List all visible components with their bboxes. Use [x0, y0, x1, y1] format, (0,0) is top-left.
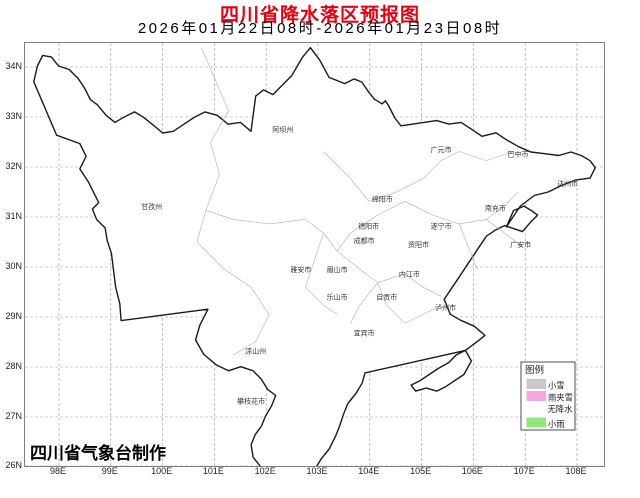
svg-text:无降水: 无降水 — [548, 404, 574, 414]
svg-text:绵阳市: 绵阳市 — [372, 195, 393, 204]
svg-text:成都市: 成都市 — [354, 236, 375, 245]
svg-text:巴中市: 巴中市 — [508, 149, 529, 158]
svg-text:宜宾市: 宜宾市 — [354, 329, 375, 338]
svg-text:眉山市: 眉山市 — [327, 265, 348, 274]
svg-text:泸州市: 泸州市 — [435, 303, 456, 312]
svg-text:甘孜州: 甘孜州 — [141, 202, 162, 211]
svg-text:凉山州: 凉山州 — [245, 347, 266, 356]
svg-text:内江市: 内江市 — [399, 270, 420, 279]
svg-text:雅安市: 雅安市 — [290, 265, 311, 274]
svg-text:自贡市: 自贡市 — [376, 292, 397, 301]
svg-text:小雪: 小雪 — [548, 381, 565, 391]
svg-text:广元市: 广元市 — [431, 145, 452, 154]
svg-text:资阳市: 资阳市 — [408, 240, 429, 249]
svg-text:阿坝州: 阿坝州 — [272, 125, 293, 134]
svg-text:乐山市: 乐山市 — [327, 292, 348, 301]
svg-text:德阳市: 德阳市 — [358, 222, 379, 231]
svg-text:遂宁市: 遂宁市 — [431, 222, 452, 231]
svg-text:雨夹雪: 雨夹雪 — [548, 393, 573, 403]
svg-text:小雨: 小雨 — [548, 419, 565, 429]
svg-text:图例: 图例 — [525, 364, 544, 376]
svg-text:达州市: 达州市 — [557, 179, 578, 188]
svg-text:广安市: 广安市 — [510, 240, 531, 249]
svg-text:南充市: 南充市 — [485, 204, 506, 213]
svg-text:攀枝花市: 攀枝花市 — [237, 396, 265, 405]
